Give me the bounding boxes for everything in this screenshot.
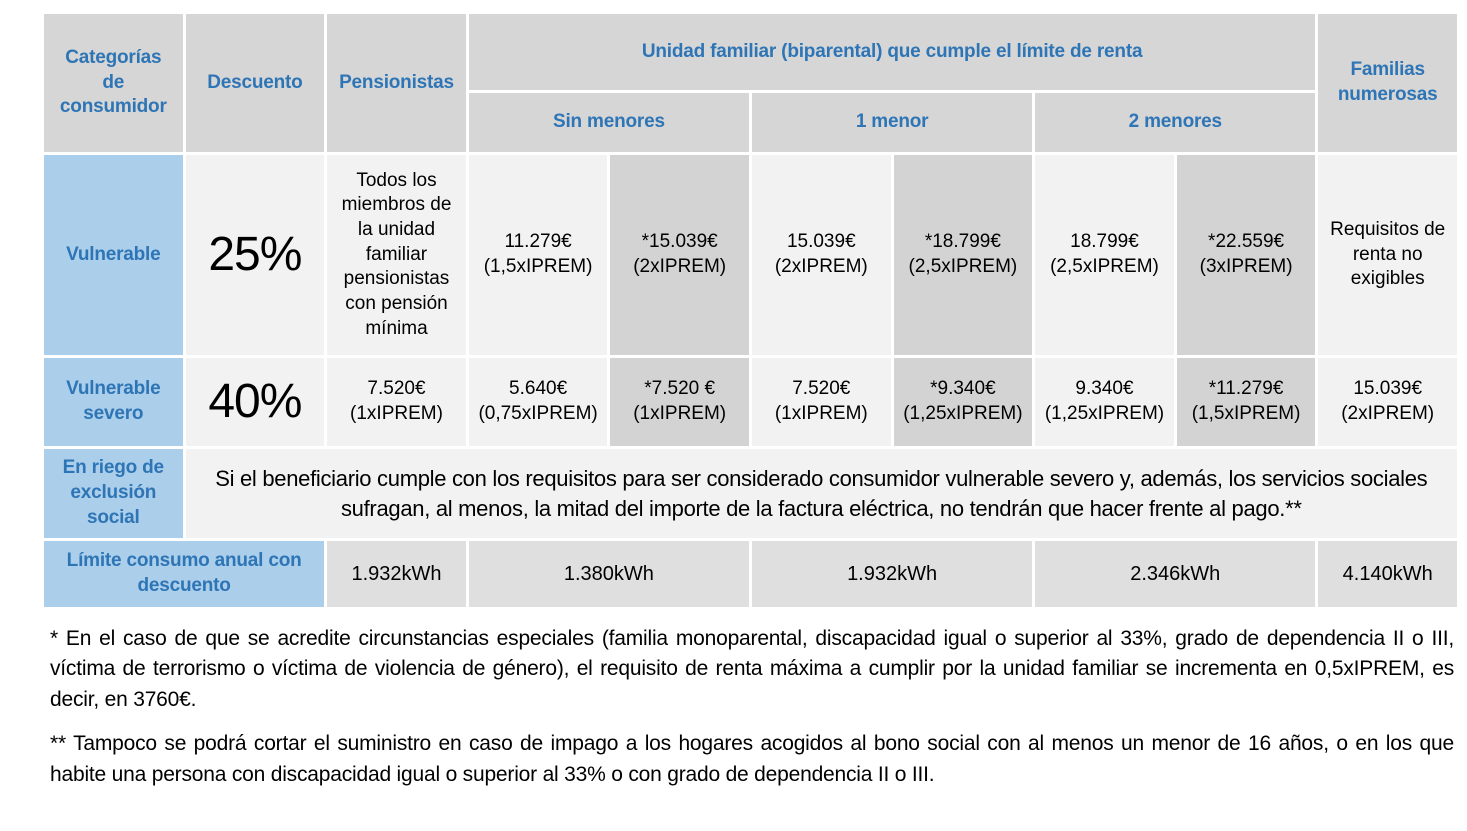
footnotes: * En el caso de que se acredite circunst… bbox=[50, 624, 1454, 804]
header-cell-unidad-familiar: Unidad familiar (biparental) que cumple … bbox=[468, 14, 1316, 90]
row-vulnerable-severo-label: Vulnerable severo bbox=[44, 358, 183, 446]
row-vulnerable-sin-menores-especial: *15.039€ (2xIPREM) bbox=[610, 155, 749, 355]
row-limite-consumo-label: Límite consumo anual con descuento bbox=[44, 541, 325, 607]
row-vulnerable-severo-dos-menores: 9.340€ (1,25xIPREM) bbox=[1035, 358, 1174, 446]
row-vulnerable-severo-dos-menores-especial: *11.279€ (1,5xIPREM) bbox=[1176, 358, 1316, 446]
bono-social-table: Categorías de consumidor Descuento Pensi… bbox=[44, 14, 1457, 607]
header-cell-categorias: Categorías de consumidor bbox=[44, 14, 183, 152]
row-limite-consumo-dos-menores: 2.346kWh bbox=[1035, 541, 1316, 607]
subheader-cell-dos-menores: 2 menores bbox=[1035, 93, 1316, 152]
row-limite-consumo-pensionistas: 1.932kWh bbox=[327, 541, 466, 607]
row-vulnerable-descuento: 25% bbox=[185, 155, 325, 355]
row-vulnerable-severo-un-menor-especial: *9.340€ (1,25xIPREM) bbox=[893, 358, 1033, 446]
row-vulnerable-dos-menores: 18.799€ (2,5xIPREM) bbox=[1035, 155, 1174, 355]
footnote-doble-asterisco: ** Tampoco se podrá cortar el suministro… bbox=[50, 732, 1454, 786]
subheader-cell-un-menor: 1 menor bbox=[752, 93, 1033, 152]
row-vulnerable-sin-menores: 11.279€ (1,5xIPREM) bbox=[468, 155, 608, 355]
row-vulnerable-un-menor: 15.039€ (2xIPREM) bbox=[752, 155, 891, 355]
row-vulnerable-severo-un-menor: 7.520€ (1xIPREM) bbox=[752, 358, 891, 446]
row-vulnerable-severo-descuento: 40% bbox=[185, 358, 325, 446]
row-limite-consumo-sin-menores: 1.380kWh bbox=[468, 541, 749, 607]
row-vulnerable-severo-familias-numerosas: 15.039€ (2xIPREM) bbox=[1318, 358, 1457, 446]
row-vulnerable-severo-sin-menores-especial: *7.520 € (1xIPREM) bbox=[610, 358, 749, 446]
footnote-asterisco: * En el caso de que se acredite circunst… bbox=[50, 627, 1454, 711]
header-cell-familias-numerosas: Familias numerosas bbox=[1318, 14, 1457, 152]
row-limite-consumo-familias-numerosas: 4.140kWh bbox=[1318, 541, 1457, 607]
row-vulnerable-severo-pensionistas: 7.520€ (1xIPREM) bbox=[327, 358, 466, 446]
row-vulnerable-label: Vulnerable bbox=[44, 155, 183, 355]
header-cell-descuento: Descuento bbox=[185, 14, 325, 152]
row-vulnerable-un-menor-especial: *18.799€ (2,5xIPREM) bbox=[893, 155, 1033, 355]
row-limite-consumo-un-menor: 1.932kWh bbox=[752, 541, 1033, 607]
row-exclusion-social-label: En riego de exclusión social bbox=[44, 449, 183, 538]
row-vulnerable-severo-sin-menores: 5.640€ (0,75xIPREM) bbox=[468, 358, 608, 446]
row-vulnerable-dos-menores-especial: *22.559€ (3xIPREM) bbox=[1176, 155, 1316, 355]
subheader-cell-sin-menores: Sin menores bbox=[468, 93, 749, 152]
row-vulnerable-pensionistas: Todos los miembros de la unidad familiar… bbox=[327, 155, 466, 355]
row-exclusion-social-texto: Si el beneficiario cumple con los requis… bbox=[185, 449, 1457, 538]
row-vulnerable-familias-numerosas: Requisitos de renta no exigibles bbox=[1318, 155, 1457, 355]
header-cell-pensionistas: Pensionistas bbox=[327, 14, 466, 152]
